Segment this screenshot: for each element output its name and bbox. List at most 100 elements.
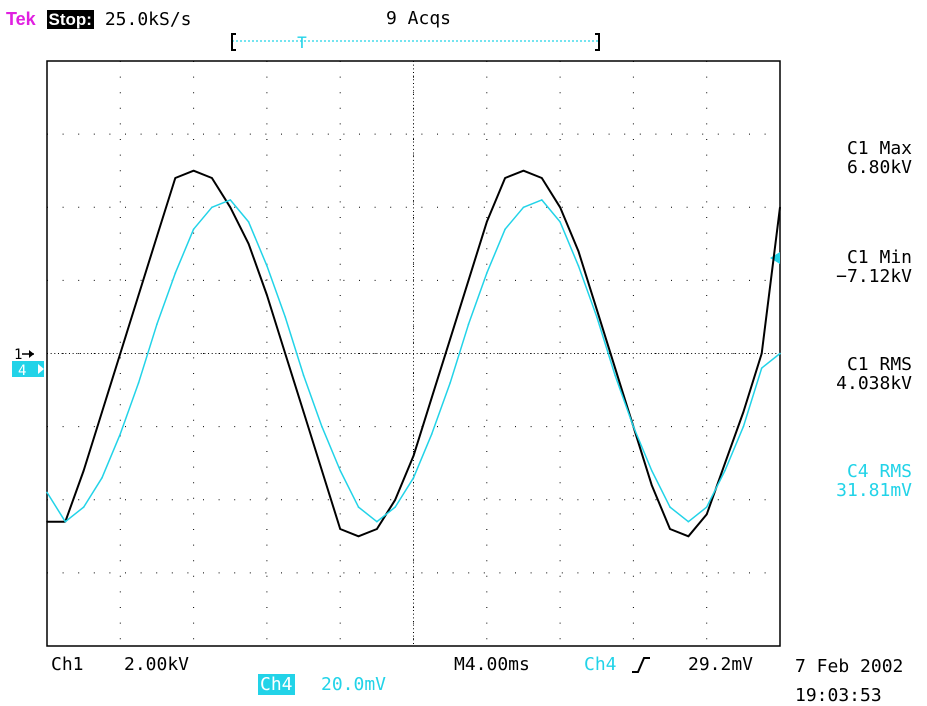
trace-point-ch1 <box>449 338 451 340</box>
trace-point-ch4 <box>247 221 250 223</box>
trace-point-ch4 <box>357 506 360 508</box>
ch4-ground-marker: 4 <box>12 361 44 379</box>
trace-point-ch1 <box>577 250 580 252</box>
trace-point-ch4 <box>431 433 433 435</box>
trace-point-ch1 <box>705 513 708 516</box>
trace-point-ch1 <box>156 235 158 238</box>
measurement-c4-rms: C4 RMS 31.81mV <box>836 461 912 501</box>
trigger-level: 29.2mV <box>688 654 754 675</box>
brand-label: Tek <box>6 9 36 29</box>
trace-point-ch1 <box>467 279 470 282</box>
trace-point-ch4 <box>192 228 195 230</box>
trace-point-ch4 <box>687 520 690 523</box>
measurement-c1-min: C1 Min −7.12kV <box>836 247 912 287</box>
trace-point-ch1 <box>321 469 323 472</box>
trace-point-ch1 <box>779 206 781 209</box>
acquisition-count: 9 Acqs <box>386 8 452 29</box>
trace-point-ch1 <box>137 294 140 296</box>
trace-point-ch1 <box>412 455 415 457</box>
trace-point-ch4 <box>486 272 488 274</box>
trace-point-ch1 <box>595 308 598 311</box>
trace-point-ch1 <box>211 177 213 179</box>
trace-point-ch1 <box>522 169 525 172</box>
trace-point-ch1 <box>724 462 726 464</box>
trace-point-ch4 <box>559 221 561 223</box>
ch1-scale: 2.00kV <box>124 654 190 675</box>
trace-point-ch1 <box>540 177 543 179</box>
trace-point-ch1 <box>504 177 506 179</box>
svg-text:4: 4 <box>18 363 26 379</box>
ch4-scale: 20.0mV <box>321 674 387 695</box>
trace-point-ch1 <box>486 221 488 223</box>
trace-point-ch4 <box>64 520 67 523</box>
measurement-c1-max: C1 Max 6.80kV <box>846 138 912 178</box>
measurement-c1-rms: C1 RMS 4.038kV <box>836 354 912 394</box>
svg-text:1: 1 <box>14 347 22 363</box>
trace-point-ch1 <box>229 206 232 209</box>
trace-point-ch1 <box>284 352 287 355</box>
trace-point-ch4 <box>229 199 232 201</box>
trace-point-ch4 <box>46 491 48 494</box>
trace-point-ch4 <box>577 264 580 267</box>
trace-point-ch4 <box>650 469 653 472</box>
trace-point-ch4 <box>760 367 763 369</box>
trace-point-ch1 <box>302 411 305 413</box>
trace-point-ch1 <box>101 411 103 413</box>
trace-point-ch4 <box>522 206 525 209</box>
trace-point-ch4 <box>669 506 671 508</box>
trace-point-ch4 <box>321 425 323 428</box>
ch4-label: Ch4 <box>258 674 295 695</box>
trace-point-ch4 <box>724 469 726 472</box>
trace-point-ch4 <box>779 352 781 355</box>
trace-point-ch1 <box>266 294 268 296</box>
date-stamp: 7 Feb 2002 <box>795 656 904 677</box>
trace-point-ch4 <box>449 381 451 384</box>
trace-point-ch4 <box>211 206 213 209</box>
trace-point-ch1 <box>760 352 763 355</box>
trace-point-ch4 <box>595 316 598 318</box>
trigger-source: Ch4 <box>584 654 617 675</box>
trace-point-ch4 <box>302 374 305 377</box>
trigger-position-marker: T <box>297 33 307 52</box>
timebase-label: M4.00ms <box>454 654 530 675</box>
trace-point-ch1 <box>614 367 616 369</box>
trace-point-ch4 <box>705 506 708 508</box>
trace-point-ch4 <box>137 381 140 384</box>
trace-point-ch1 <box>394 498 396 501</box>
trace-point-ch1 <box>174 177 177 179</box>
trace-point-ch1 <box>119 352 122 355</box>
trace-point-ch1 <box>357 535 360 538</box>
trace-point-ch4 <box>614 374 616 377</box>
trace-point-ch4 <box>119 433 122 435</box>
trace-point-ch1 <box>339 528 342 530</box>
trace-point-ch1 <box>192 169 195 172</box>
trace-point-ch4 <box>339 469 342 472</box>
trace-point-ch1 <box>46 520 48 523</box>
trace-point-ch1 <box>742 411 745 413</box>
trace-point-ch1 <box>431 396 433 399</box>
trace-point-ch4 <box>632 425 635 428</box>
trace-point-ch4 <box>266 264 268 267</box>
trace-point-ch4 <box>156 323 158 326</box>
ch4-trigger-level-marker <box>770 252 780 264</box>
ch1-ground-marker: 1 <box>14 347 34 363</box>
trace-point-ch4 <box>467 323 470 326</box>
trigger-window-bracket <box>231 33 600 51</box>
trace-point-ch4 <box>412 477 415 479</box>
ch1-label: Ch1 <box>51 654 84 675</box>
rising-edge-icon <box>632 657 650 673</box>
trace-point-ch4 <box>376 520 378 523</box>
run-state-badge: Stop: <box>46 10 94 29</box>
trace-point-ch1 <box>669 528 671 530</box>
sample-rate: 25.0kS/s <box>104 9 192 30</box>
graticule <box>46 60 781 647</box>
time-stamp: 19:03:53 <box>795 685 882 706</box>
trace-point-ch1 <box>687 535 690 538</box>
trace-point-ch4 <box>101 477 103 479</box>
traces <box>46 169 781 538</box>
header-bar: Tek Stop: 25.0kS/s <box>6 9 192 30</box>
trace-point-ch4 <box>540 199 543 201</box>
trace-point-ch4 <box>284 316 287 318</box>
trace-point-ch1 <box>247 243 250 245</box>
